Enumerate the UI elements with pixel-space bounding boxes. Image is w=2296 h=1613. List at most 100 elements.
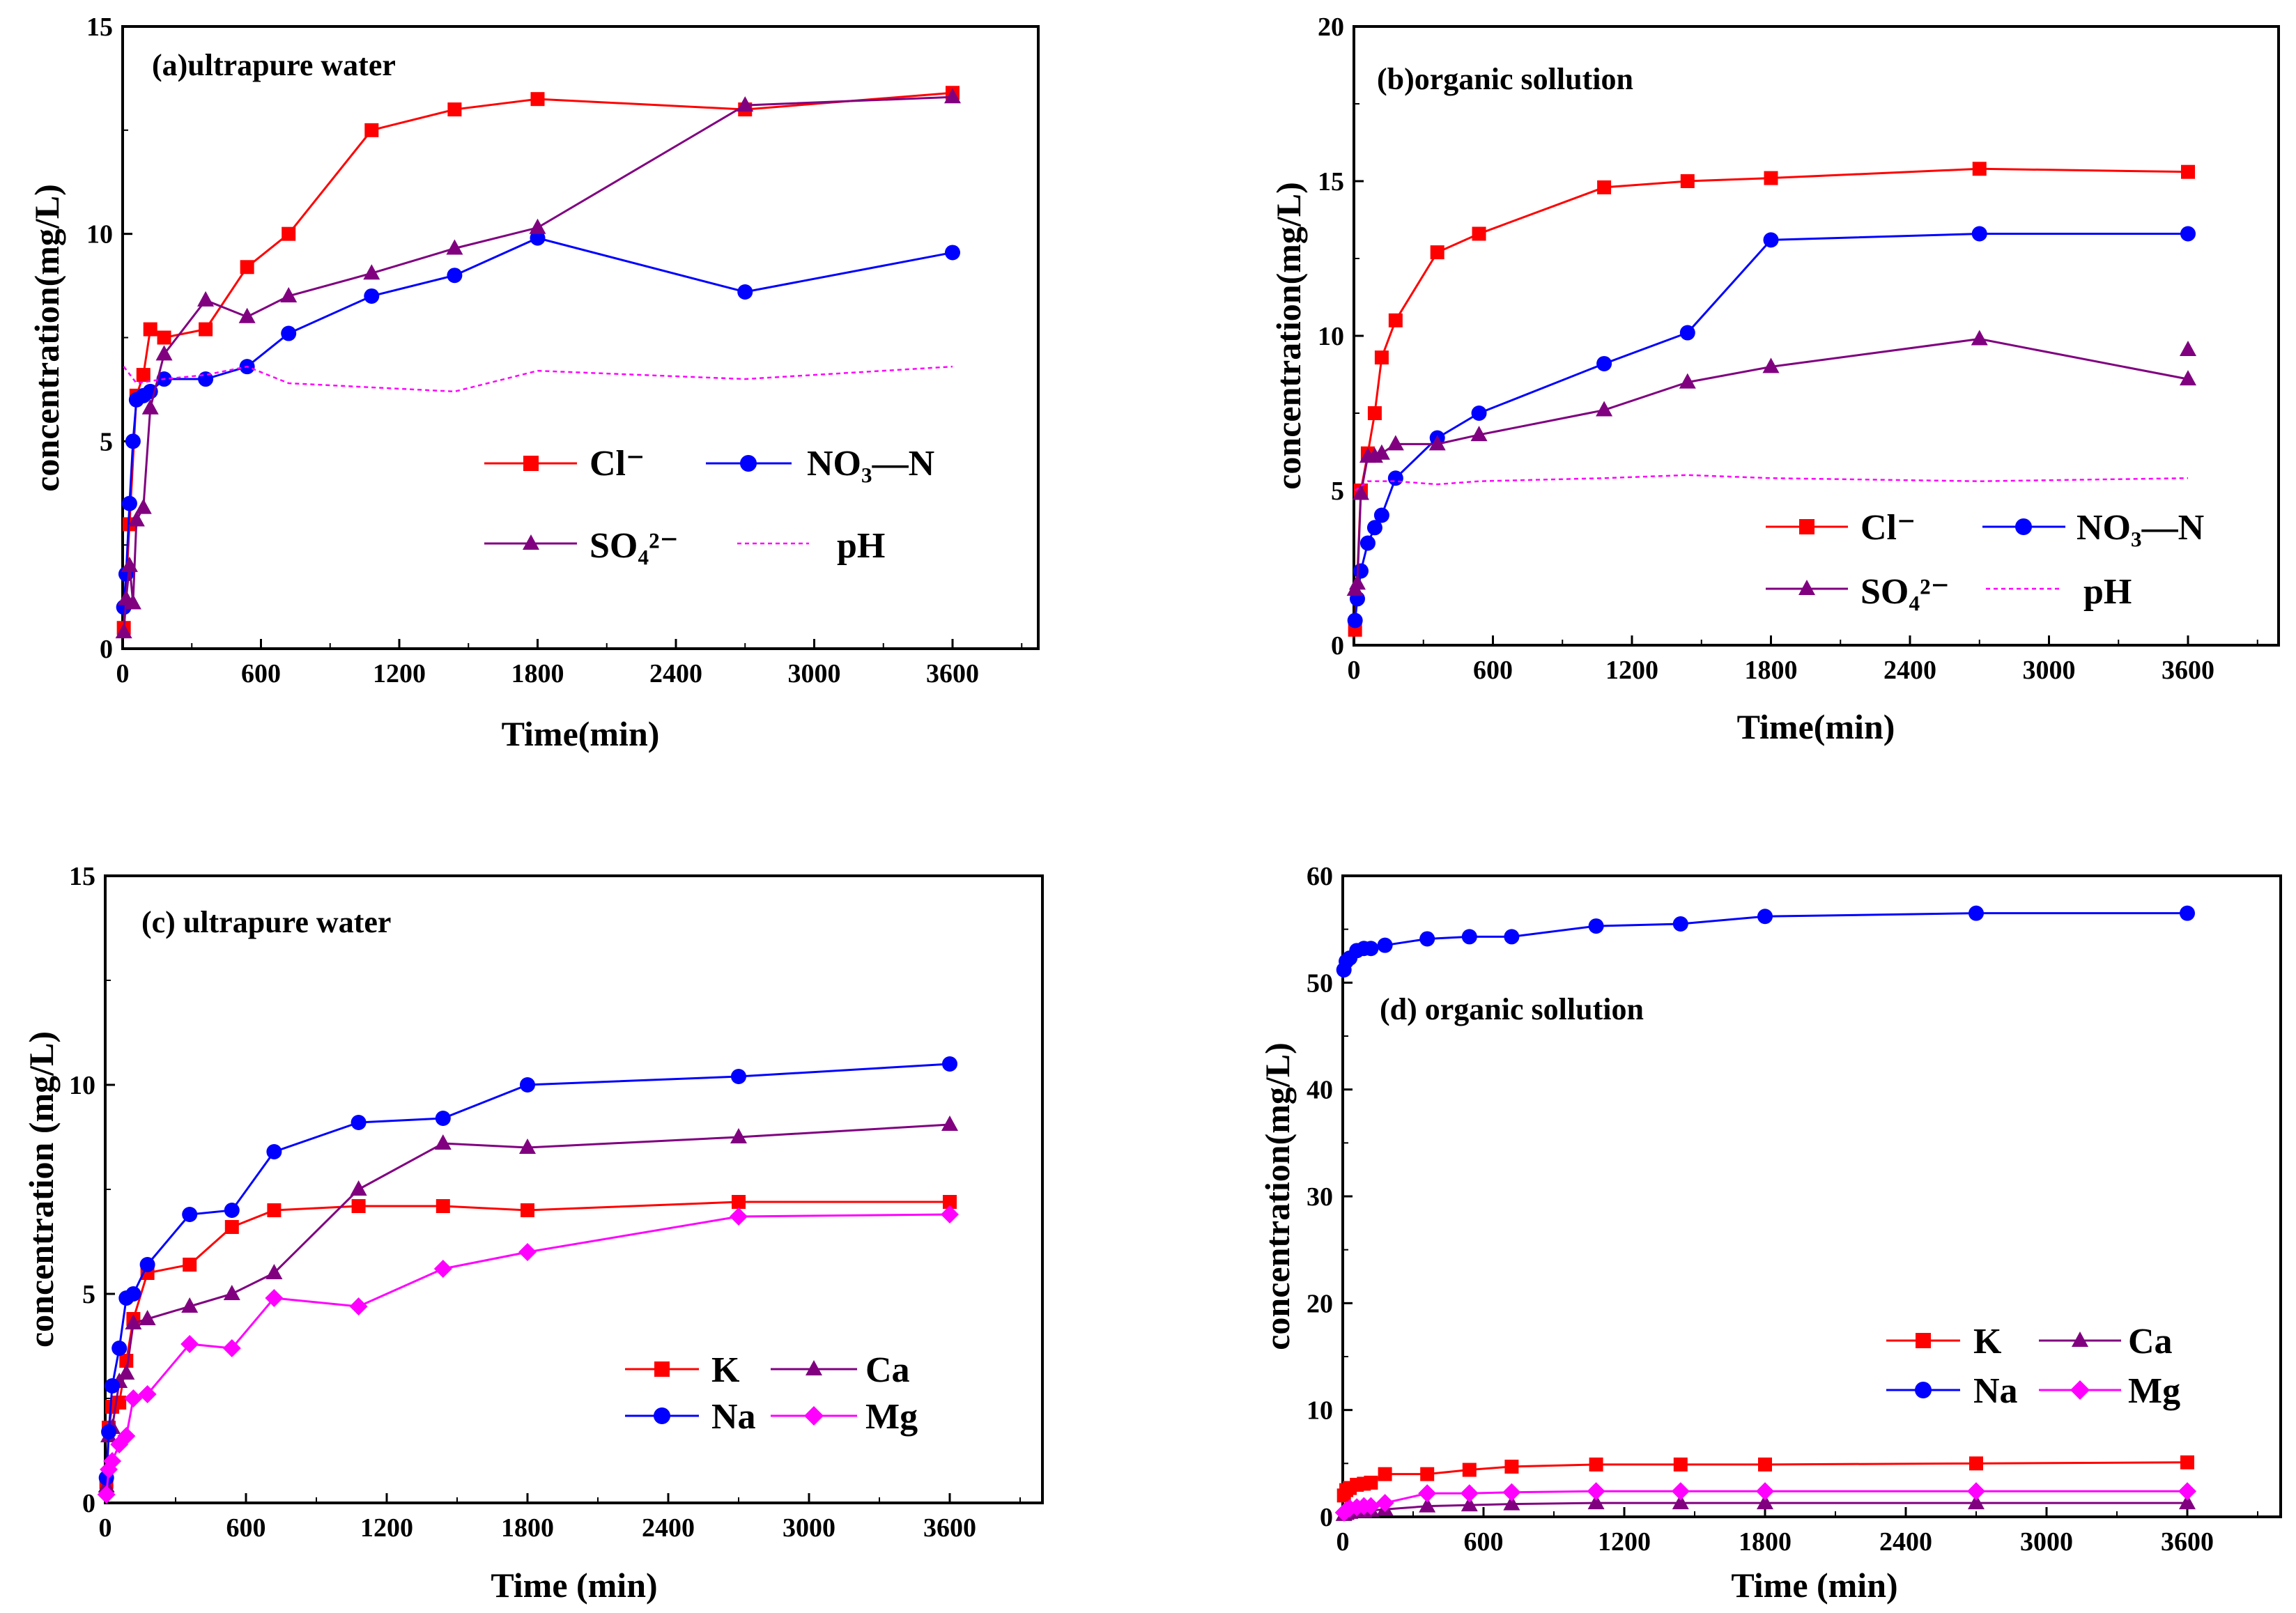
panel-title: (b)organic sollution [1377, 62, 1633, 96]
legend-label-mg: Mg [865, 1397, 918, 1437]
legend-label-cl: Cl⁻ [590, 444, 645, 484]
legend-label-na: Na [711, 1397, 756, 1437]
legend-label-ca: Ca [2128, 1322, 2173, 1361]
legend-item-ca: Ca [2039, 1322, 2173, 1361]
y-tick-label: 5 [1331, 477, 1344, 506]
x-tick-label: 0 [1348, 656, 1361, 685]
data-point [265, 1264, 283, 1279]
data-point [266, 1144, 282, 1159]
data-point [941, 1116, 958, 1131]
legend-item-so4: SO₄²⁻ [484, 526, 679, 566]
data-point [281, 325, 297, 341]
series-line [1354, 232, 2188, 621]
series-ca [98, 1116, 958, 1492]
data-point [1471, 406, 1487, 421]
x-axis-label: Time(min) [502, 714, 660, 753]
data-point [1461, 929, 1477, 945]
series-no3-n [116, 230, 960, 615]
data-point [136, 368, 151, 383]
legend: K Ca Na Mg [1886, 1322, 2180, 1411]
x-axis-label: Time (min) [1731, 1566, 1897, 1605]
data-point [2178, 1482, 2196, 1501]
data-point [944, 88, 961, 104]
data-point [737, 284, 753, 300]
series-mg [97, 1205, 959, 1504]
legend-item-no3n: NO₃—N [1982, 508, 2204, 548]
legend-label-no3n: NO₃—N [2077, 508, 2204, 548]
x-tick-label: 1200 [1605, 656, 1658, 685]
data-point [134, 498, 152, 514]
data-point [520, 1077, 535, 1093]
data-point [1587, 1482, 1605, 1501]
data-point [1420, 1467, 1435, 1481]
x-tick-label: 0 [1336, 1527, 1350, 1557]
x-tick-label: 2400 [1883, 656, 1936, 685]
data-point [1430, 245, 1444, 260]
data-point [1377, 937, 1393, 953]
data-point [1347, 612, 1363, 628]
x-tick-label: 3600 [926, 659, 979, 688]
data-point [732, 1195, 746, 1209]
series-k [1336, 1455, 2194, 1503]
data-point [223, 1285, 240, 1300]
data-point [1758, 1457, 1772, 1472]
data-point [351, 1199, 366, 1213]
data-point [180, 1335, 199, 1353]
data-point [265, 1289, 284, 1307]
data-point [222, 1339, 241, 1357]
legend-item-so4: SO₄²⁻ [1766, 572, 1950, 612]
data-point [2180, 340, 2196, 356]
y-tick-label: 15 [69, 862, 95, 891]
y-tick-label: 30 [1307, 1182, 1333, 1212]
data-point [157, 330, 171, 345]
legend-item-k: K [625, 1350, 740, 1390]
data-point [267, 1203, 282, 1217]
data-point [1588, 918, 1604, 934]
data-point [1757, 909, 1773, 925]
data-point [1353, 563, 1369, 579]
data-point [941, 1205, 959, 1224]
x-tick-label: 3000 [788, 659, 841, 688]
y-axis-label: concentration(mg/L) [1258, 1042, 1297, 1350]
legend-item-na: Na [1886, 1371, 2018, 1411]
legend-label-ca: Ca [865, 1350, 910, 1390]
data-point [943, 1195, 957, 1209]
data-point [1504, 1459, 1519, 1474]
data-point [1967, 1482, 1985, 1501]
data-point [139, 1257, 155, 1272]
x-tick-label: 1800 [501, 1513, 554, 1543]
x-tick-label: 3600 [2161, 1527, 2214, 1557]
data-point [349, 1297, 368, 1315]
data-point [139, 1310, 156, 1325]
data-point [1374, 350, 1389, 365]
data-point [143, 322, 157, 337]
y-tick-label: 0 [82, 1489, 95, 1518]
data-point [1388, 313, 1403, 327]
legend-item-ph: pH [737, 526, 885, 566]
series-k [99, 1195, 957, 1489]
data-point [1352, 484, 1369, 500]
x-tick-label: 3000 [783, 1513, 835, 1543]
data-point [117, 1427, 136, 1445]
data-point [125, 433, 141, 449]
legend-item-mg: Mg [771, 1397, 918, 1437]
y-tick-label: 15 [86, 13, 113, 42]
x-tick-label: 0 [116, 659, 130, 688]
legend-label-k: K [711, 1350, 740, 1390]
data-point [1671, 1482, 1690, 1501]
data-point [1504, 929, 1520, 945]
data-point [1968, 1494, 1985, 1510]
data-point [447, 268, 463, 284]
series-so4-2- [115, 88, 961, 639]
data-point [1364, 1475, 1378, 1490]
series-line [123, 237, 953, 608]
y-tick-label: 10 [86, 220, 113, 249]
legend-item-cl: Cl⁻ [484, 444, 645, 484]
data-point [183, 1258, 197, 1272]
y-tick-label: 50 [1307, 968, 1333, 998]
x-tick-label: 1200 [1598, 1527, 1651, 1557]
data-point [1472, 226, 1486, 241]
series-ph [123, 365, 953, 393]
y-tick-label: 60 [1307, 862, 1333, 891]
panel-c: (c) ultrapure water Time (min) concentra… [22, 862, 1044, 1605]
